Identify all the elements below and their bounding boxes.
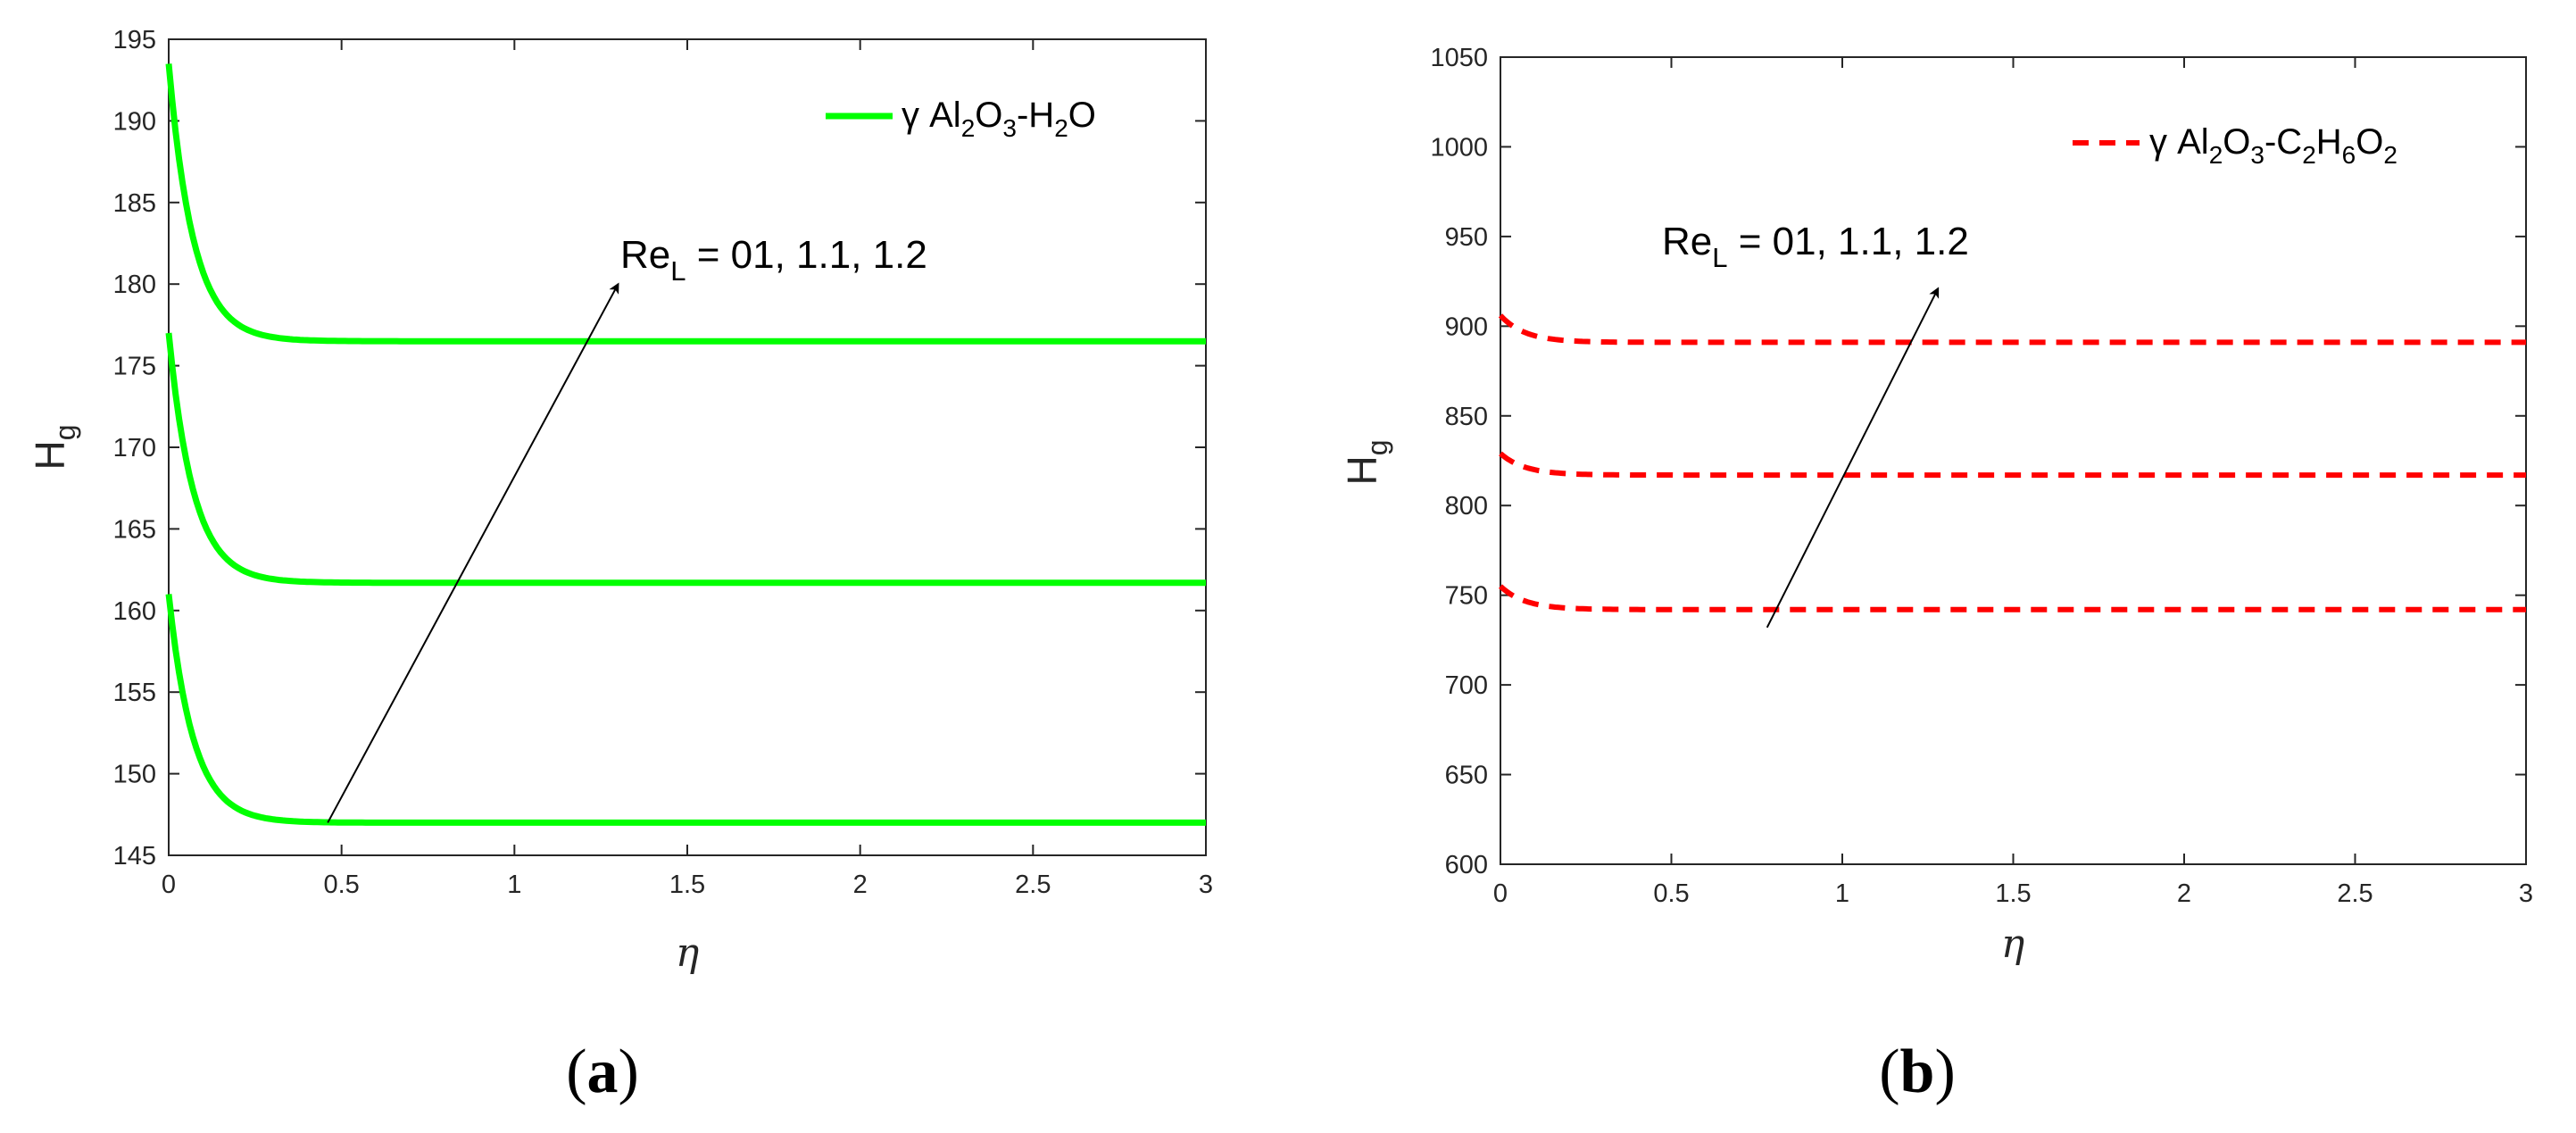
y-tick-label: 155 [113, 679, 156, 707]
ticks-group: 0 0.5 1 1.5 2 2.5 3 600 650 700 750 800 850 900 950 100… [1430, 44, 2533, 908]
series-line-1 [1498, 584, 2526, 612]
series-line-3 [1498, 313, 2526, 346]
y-tick-label: 160 [113, 597, 156, 626]
y-tick-label: 800 [1445, 492, 1488, 521]
x-tick-label: 1.5 [1995, 879, 2031, 908]
x-tick-label: 0 [162, 871, 176, 899]
y-tick-label: 1050 [1430, 44, 1488, 72]
x-tick-label: 0.5 [1653, 879, 1689, 908]
y-tick-label: 170 [113, 434, 156, 462]
y-tick-label: 900 [1445, 312, 1488, 341]
series-group [165, 63, 1206, 826]
y-axis-label: Hg [1339, 439, 1393, 485]
x-tick-label: 1 [1835, 879, 1849, 908]
trend-arrow [1766, 287, 1940, 629]
arrow-group [1766, 287, 1940, 629]
series-line-2 [165, 332, 1206, 587]
y-tick-label: 180 [113, 271, 156, 299]
y-tick-label: 195 [113, 26, 156, 54]
x-tick-label: 3 [1199, 871, 1213, 899]
y-tick-label: 750 [1445, 582, 1488, 611]
series-line-1 [165, 594, 1206, 826]
legend-label: γ Al2O3-C2H6O2 [2149, 122, 2397, 169]
y-tick-label: 190 [113, 107, 156, 136]
reynolds-annotation: ReL = 01, 1.1, 1.2 [620, 233, 927, 287]
x-tick-label: 3 [2519, 879, 2533, 908]
plot-area-frame [1500, 56, 2527, 865]
y-tick-label: 150 [113, 761, 156, 789]
legend-label: γ Al2O3-H2O [902, 96, 1096, 142]
x-tick-label: 2.5 [1015, 871, 1051, 899]
x-tick-label: 1 [507, 871, 521, 899]
trend-arrow [327, 282, 619, 823]
legend: γ Al2O3-C2H6O2 [2073, 122, 2397, 169]
panel-label: (b) [1879, 1037, 1956, 1106]
x-tick-label: 2.5 [2337, 879, 2372, 908]
series-line-2 [1499, 451, 2526, 479]
y-tick-label: 700 [1445, 671, 1488, 700]
y-tick-label: 175 [113, 353, 156, 381]
x-axis-label: η [2001, 921, 2024, 967]
series-line-3 [165, 63, 1206, 345]
ticks-group: 0 0.5 1 1.5 2 2.5 3 145 150 155 160 165 170 175 180 185… [113, 26, 1213, 899]
x-tick-label: 0 [1493, 879, 1508, 908]
legend: γ Al2O3-H2O [826, 96, 1096, 142]
x-tick-label: 1.5 [669, 871, 705, 899]
y-tick-label: 950 [1445, 223, 1488, 252]
panel-label: (a) [566, 1037, 639, 1106]
y-tick-label: 185 [113, 189, 156, 218]
y-tick-label: 600 [1445, 851, 1488, 879]
y-tick-label: 1000 [1430, 133, 1488, 162]
plot-area-frame [168, 38, 1207, 856]
series-group [1498, 313, 2526, 612]
x-tick-label: 2 [853, 871, 868, 899]
y-tick-label: 145 [113, 842, 156, 871]
panel-a: 0 0.5 1 1.5 2 2.5 3 145 150 155 160 165 170 175 180 185… [27, 26, 1213, 1106]
x-axis-label: η [676, 930, 699, 976]
arrow-group [327, 282, 619, 823]
x-tick-label: 2 [2177, 879, 2191, 908]
x-tick-label: 0.5 [324, 871, 360, 899]
y-tick-label: 650 [1445, 762, 1488, 790]
y-tick-label: 850 [1445, 403, 1488, 431]
y-tick-label: 165 [113, 515, 156, 544]
y-axis-label: Hg [27, 424, 81, 470]
panel-b: 0 0.5 1 1.5 2 2.5 3 600 650 700 750 800 850 900 950 100… [1339, 44, 2533, 1106]
reynolds-annotation: ReL = 01, 1.1, 1.2 [1662, 220, 1969, 273]
